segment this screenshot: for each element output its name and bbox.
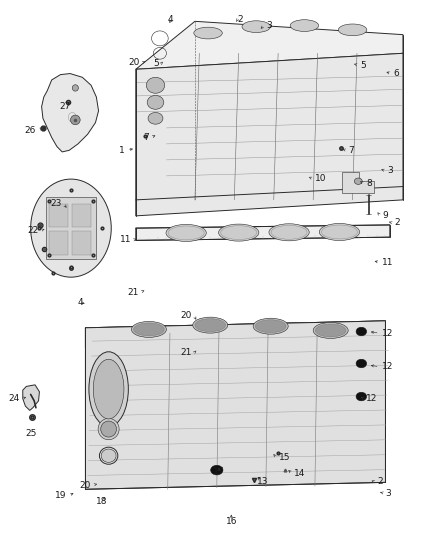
Text: 2: 2	[237, 15, 243, 23]
Text: 26: 26	[25, 126, 36, 134]
Polygon shape	[136, 53, 403, 216]
Text: 5: 5	[153, 60, 159, 68]
Ellipse shape	[313, 322, 348, 338]
Circle shape	[31, 179, 111, 277]
Text: 20: 20	[80, 481, 91, 489]
Polygon shape	[72, 204, 91, 227]
Ellipse shape	[315, 324, 346, 337]
Ellipse shape	[166, 224, 206, 241]
Ellipse shape	[255, 320, 286, 333]
Text: 24: 24	[8, 394, 20, 403]
Ellipse shape	[338, 24, 367, 36]
Text: 20: 20	[180, 311, 192, 320]
Text: 13: 13	[257, 477, 268, 486]
Ellipse shape	[194, 27, 222, 39]
Text: 2: 2	[394, 219, 400, 227]
Text: 6: 6	[393, 69, 399, 78]
Polygon shape	[42, 74, 99, 152]
Ellipse shape	[219, 224, 259, 241]
Ellipse shape	[319, 223, 360, 240]
Text: 3: 3	[388, 166, 393, 175]
Ellipse shape	[98, 418, 119, 440]
Ellipse shape	[242, 21, 270, 33]
Text: 21: 21	[180, 349, 192, 357]
Text: 11: 11	[120, 236, 131, 244]
Ellipse shape	[356, 392, 367, 401]
Text: 4: 4	[78, 298, 84, 307]
Polygon shape	[72, 231, 91, 255]
Ellipse shape	[354, 178, 362, 184]
Ellipse shape	[89, 352, 128, 426]
Text: 7: 7	[349, 146, 354, 155]
Text: 18: 18	[96, 497, 107, 505]
Ellipse shape	[93, 359, 124, 419]
Text: 14: 14	[294, 469, 306, 478]
Text: 12: 12	[382, 362, 393, 371]
Polygon shape	[49, 204, 68, 227]
Polygon shape	[136, 21, 403, 69]
Ellipse shape	[253, 318, 288, 334]
Polygon shape	[342, 172, 374, 193]
Text: 10: 10	[314, 174, 326, 183]
Ellipse shape	[71, 115, 80, 125]
Polygon shape	[136, 225, 390, 240]
Ellipse shape	[131, 321, 166, 337]
Ellipse shape	[211, 465, 223, 475]
Text: 5: 5	[360, 61, 366, 69]
Text: 25: 25	[26, 430, 37, 438]
Ellipse shape	[148, 112, 163, 124]
Ellipse shape	[193, 317, 228, 333]
Text: 8: 8	[366, 180, 372, 188]
Text: 27: 27	[59, 102, 71, 111]
Ellipse shape	[356, 359, 367, 368]
Polygon shape	[85, 321, 385, 489]
Text: 4: 4	[167, 15, 173, 24]
Ellipse shape	[146, 77, 165, 93]
Text: 1: 1	[119, 146, 125, 155]
Ellipse shape	[356, 327, 367, 336]
Ellipse shape	[72, 85, 78, 91]
Text: 2: 2	[378, 478, 383, 486]
Ellipse shape	[147, 95, 164, 109]
Text: 15: 15	[279, 453, 290, 462]
Text: 11: 11	[382, 258, 393, 266]
Text: 7: 7	[143, 133, 149, 142]
Ellipse shape	[269, 224, 309, 241]
Text: 23: 23	[50, 199, 61, 208]
Text: 3: 3	[266, 21, 272, 30]
Text: 12: 12	[382, 329, 393, 337]
Text: 17: 17	[213, 467, 225, 476]
Text: 22: 22	[27, 226, 39, 235]
Text: 19: 19	[55, 491, 67, 500]
Ellipse shape	[195, 319, 226, 332]
Ellipse shape	[101, 421, 117, 437]
Polygon shape	[49, 231, 68, 255]
Ellipse shape	[290, 20, 318, 31]
Ellipse shape	[134, 323, 164, 336]
Polygon shape	[46, 197, 96, 259]
Ellipse shape	[101, 449, 116, 462]
Polygon shape	[23, 385, 39, 410]
Text: 21: 21	[127, 288, 138, 296]
Text: 20: 20	[128, 59, 139, 67]
Text: 12: 12	[366, 394, 378, 403]
Text: 3: 3	[385, 489, 391, 497]
Text: 16: 16	[226, 517, 237, 526]
Polygon shape	[85, 321, 385, 348]
Text: 9: 9	[382, 211, 388, 220]
